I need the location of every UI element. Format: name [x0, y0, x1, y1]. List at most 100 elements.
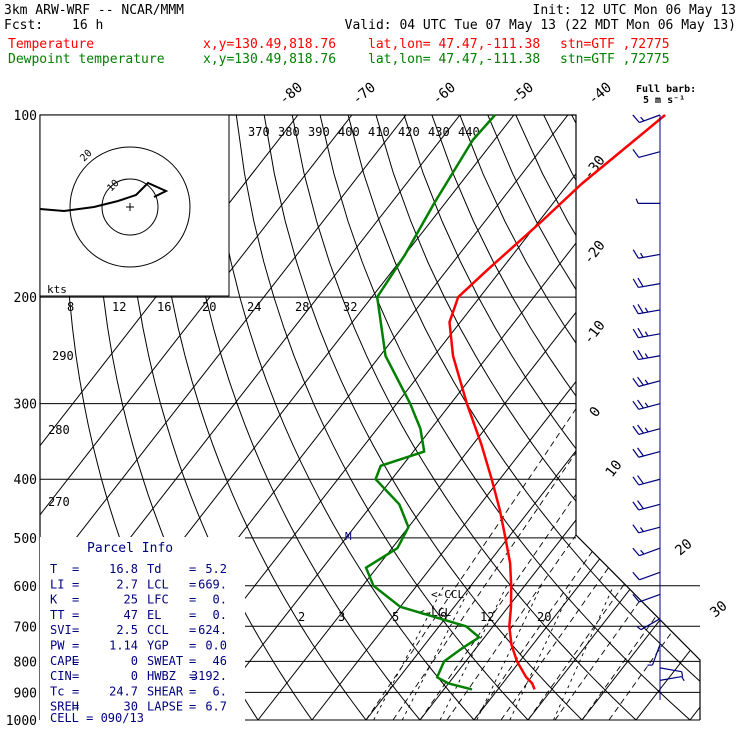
parcel-value: 0 [131, 654, 138, 668]
pressure-tick-label: 200 [14, 291, 37, 306]
parcel-eq: = [72, 684, 79, 698]
pressure-tick-label: 100 [14, 109, 37, 124]
wind-barb-staff [638, 333, 661, 339]
pressure-tick-label: 700 [14, 620, 37, 635]
parcel-key: PW [50, 639, 65, 653]
speed-label: 20 [202, 300, 216, 314]
wind-barb-flag [644, 402, 649, 408]
parcel-value: 3192. [191, 669, 227, 683]
forecast-hours: 16 h [72, 18, 104, 33]
wind-barb-flag [681, 676, 685, 682]
wind-barb-flag [632, 148, 640, 158]
isotherm-label: 30 [707, 598, 730, 621]
speed-label: 12 [112, 300, 126, 314]
isotherm-label: 20 [672, 536, 695, 559]
wind-barb-flag [632, 328, 639, 338]
hodograph-trace [39, 181, 169, 213]
model-title: 3km ARW-WRF -- NCAR/MMM [4, 3, 185, 18]
wind-barb-flag [637, 500, 644, 510]
parcel-value: 46 [213, 654, 227, 668]
isotherm-line [40, 115, 407, 720]
dry-adiabat [655, 115, 700, 720]
parcel-eq: = [189, 684, 196, 698]
parcel-key: HWBZ [147, 669, 176, 683]
moist-adiabat [365, 296, 652, 720]
moist-adiabat [608, 296, 700, 720]
mixing-ratio-label: 20 [537, 610, 551, 624]
parcel-value: 0. [213, 608, 227, 622]
dry-adiabat [291, 115, 637, 720]
temperature-xy: x,y=130.49,818.76 [203, 37, 337, 52]
parcel-eq: = [189, 669, 196, 683]
moist-adiabat [527, 296, 700, 720]
isotherm-line [203, 115, 677, 720]
dewpoint-xy: x,y=130.49,818.76 [203, 52, 337, 67]
wind-barb-flag [632, 350, 639, 360]
init-time: Init: 12 UTC Mon 06 May 13 [532, 3, 737, 18]
parcel-key: Td [147, 562, 161, 576]
parcel-key: LI [50, 577, 64, 591]
isotherm-label: -10 [581, 318, 609, 348]
parcel-eq: = [189, 562, 196, 576]
hodograph-unit: kts [47, 283, 67, 296]
parcel-eq: = [72, 593, 79, 607]
dry-adiabat [515, 115, 700, 720]
parcel-info-title: Parcel Info [87, 541, 173, 556]
isotherm-line [689, 115, 700, 720]
dewpoint-latlon: lat,lon= 47.47,-111.38 [368, 52, 541, 67]
parcel-value: 16.8 [109, 562, 138, 576]
parcel-value: 0 [131, 669, 138, 683]
wind-barb-staff [638, 380, 661, 388]
dry-adiabat [319, 115, 691, 720]
wind-barb-staff [638, 253, 661, 259]
speed-label: 24 [247, 300, 261, 314]
wind-barb [635, 198, 660, 205]
wind-barb-staff [638, 428, 661, 435]
parcel-key: YGP [147, 639, 169, 653]
mixing-ratio-label: 2 [298, 610, 305, 624]
parcel-value: 6.7 [205, 700, 227, 714]
parcel-cell: CELL = 090/13 [50, 711, 144, 725]
wind-barb-staff [638, 478, 661, 486]
wind-barb [632, 424, 661, 435]
side-theta-label: 290 [52, 349, 74, 363]
pressure-tick-label: 1000 [6, 714, 37, 729]
temperature-legend: Temperature [8, 37, 95, 52]
parcel-key: Tc [50, 684, 64, 698]
dry-adiabat [431, 115, 700, 720]
wind-barb-staff [638, 283, 661, 289]
parcel-value: 25 [124, 593, 138, 607]
wind-barb-staff [638, 526, 661, 534]
parcel-value: 30 [124, 700, 138, 714]
dry-adiabat [683, 115, 700, 720]
wind-barb-flag [632, 571, 640, 581]
wind-barb [632, 249, 661, 259]
wind-barb-flag [637, 399, 644, 409]
wind-barb-staff [659, 675, 682, 681]
parcel-key: CIN [50, 669, 72, 683]
isotherm-label: -80 [276, 80, 306, 109]
wind-barb-flag [644, 427, 649, 433]
pressure-tick-label: 900 [14, 686, 37, 701]
parcel-eq: = [189, 608, 196, 622]
isotherm-line [257, 115, 700, 720]
parcel-value: 47 [124, 608, 138, 622]
wind-barb-staff [639, 547, 661, 557]
temperature-station: stn=GTF ,72775 [560, 37, 670, 52]
parcel-eq: = [189, 623, 196, 637]
wind-barb-flag [644, 307, 649, 313]
wind-barb [632, 571, 661, 581]
dewpoint-legend: Dewpoint temperature [8, 52, 165, 67]
parcel-value: 2.5 [116, 623, 138, 637]
moist-adiabat [500, 296, 700, 720]
parcel-eq: = [72, 577, 79, 591]
wind-barb [632, 148, 661, 158]
temperature-trace [448, 114, 666, 690]
wind-barb-staff [659, 667, 682, 673]
parcel-key: SREH [50, 700, 79, 714]
wind-barb-staff [638, 450, 661, 458]
parcel-key: TT [50, 608, 64, 622]
wind-barb-staff [639, 114, 661, 124]
dry-adiabat [235, 115, 529, 720]
